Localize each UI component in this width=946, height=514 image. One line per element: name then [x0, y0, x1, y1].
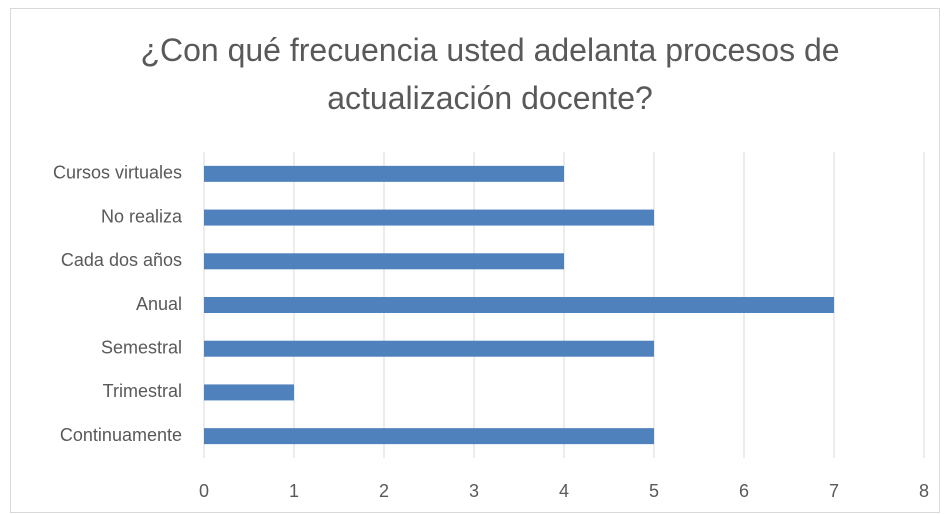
- x-tick-label: 1: [289, 481, 299, 501]
- bar: [204, 297, 834, 313]
- x-tick-label: 7: [829, 481, 839, 501]
- bar: [204, 209, 654, 226]
- bar: [204, 165, 564, 182]
- y-tick-label: Cada dos años: [61, 250, 182, 270]
- y-tick-label: Cursos virtuales: [53, 163, 182, 183]
- x-tick-label: 8: [919, 481, 929, 501]
- chart-title: ¿Con qué frecuencia usted adelanta proce…: [140, 32, 840, 116]
- x-tick-label: 3: [469, 481, 479, 501]
- x-tick-label: 5: [649, 481, 659, 501]
- x-tick-label: 4: [559, 481, 569, 501]
- bar: [204, 384, 294, 401]
- bar: [204, 253, 564, 270]
- y-tick-label: Continuamente: [60, 425, 182, 445]
- x-tick-label: 2: [379, 481, 389, 501]
- bar: [204, 340, 654, 357]
- y-tick-label: Trimestral: [103, 381, 182, 401]
- bar: [204, 428, 654, 445]
- y-tick-label: Anual: [136, 294, 182, 314]
- x-tick-label: 0: [199, 481, 209, 501]
- y-tick-label: No realiza: [101, 206, 183, 226]
- y-tick-label: Semestral: [101, 337, 182, 357]
- x-tick-label: 6: [739, 481, 749, 501]
